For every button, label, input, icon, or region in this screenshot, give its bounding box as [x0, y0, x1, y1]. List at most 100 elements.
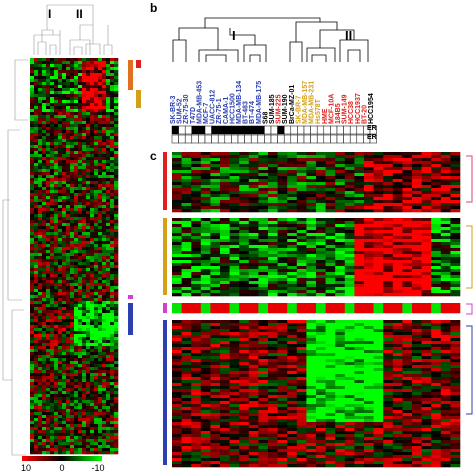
heatmap-cell	[392, 269, 403, 273]
heatmap-cell	[344, 164, 355, 168]
heatmap-cell	[86, 139, 91, 143]
heatmap-cell	[34, 400, 39, 404]
heatmap-cell	[94, 181, 99, 185]
heatmap-cell	[335, 356, 346, 360]
heatmap-cell	[62, 289, 67, 293]
heatmap-cell	[431, 188, 442, 192]
heatmap-cell	[392, 242, 403, 246]
heatmap-cell	[98, 391, 103, 395]
heatmap-cell	[450, 320, 461, 324]
heatmap-cell	[30, 166, 35, 170]
heatmap-cell	[54, 262, 59, 266]
heatmap-cell	[181, 263, 192, 267]
heatmap-cell	[306, 248, 317, 252]
heatmap-cell	[66, 427, 71, 431]
heatmap-cell	[90, 121, 95, 125]
heatmap-cell	[354, 368, 365, 372]
heatmap-cell	[220, 272, 230, 276]
heatmap-cell	[78, 445, 83, 449]
heatmap-cell	[172, 287, 182, 291]
heatmap-cell	[258, 326, 269, 330]
heatmap-cell	[54, 277, 59, 281]
heatmap-cell	[383, 173, 394, 177]
heatmap-cell	[268, 194, 278, 198]
heatmap-cell	[364, 197, 374, 201]
heatmap-cell	[86, 253, 91, 257]
heatmap-cell	[306, 236, 317, 240]
heatmap-cell	[364, 254, 374, 258]
heatmap-cell	[94, 445, 99, 449]
heatmap-cell	[54, 448, 59, 452]
heatmap-cell	[58, 295, 63, 299]
heatmap-cell	[42, 319, 47, 323]
heatmap-cell	[30, 226, 35, 230]
heatmap-cell	[335, 272, 346, 276]
heatmap-cell	[114, 313, 119, 317]
heatmap-cell	[42, 421, 47, 425]
heatmap-cell	[94, 157, 99, 161]
heatmap-cell	[82, 100, 87, 104]
heatmap-cell	[46, 241, 51, 245]
heatmap-cell	[38, 274, 43, 278]
heatmap-cell	[30, 421, 35, 425]
heatmap-cell	[102, 211, 107, 215]
heatmap-cell	[268, 155, 278, 159]
heatmap-cell	[210, 320, 221, 324]
heatmap-cell	[98, 73, 103, 77]
heatmap-cell	[46, 370, 51, 374]
heatmap-cell	[86, 169, 91, 173]
heatmap-cell	[62, 445, 67, 449]
heatmap-cell	[354, 359, 365, 363]
heatmap-cell	[78, 313, 83, 317]
heatmap-cell	[62, 304, 67, 308]
heatmap-cell	[94, 313, 99, 317]
heatmap-cell	[70, 214, 75, 218]
heatmap-cell	[392, 374, 403, 378]
heatmap-cell	[172, 269, 182, 273]
heatmap-cell	[74, 322, 79, 326]
heatmap-cell	[110, 142, 115, 146]
heatmap-cell	[34, 265, 39, 269]
heatmap-cell	[62, 292, 67, 296]
heatmap-cell	[110, 241, 115, 245]
heatmap-cell	[102, 349, 107, 353]
heatmap-cell	[78, 427, 83, 431]
heatmap-cell	[82, 193, 87, 197]
heatmap-cell	[54, 427, 59, 431]
heatmap-cell	[268, 278, 278, 282]
heatmap-cell	[90, 139, 95, 143]
heatmap-cell	[325, 278, 336, 282]
heatmap-cell	[66, 349, 71, 353]
heatmap-cell	[50, 220, 55, 224]
heatmap-cell	[277, 188, 288, 192]
heatmap-cell	[220, 185, 230, 189]
heatmap-cell	[30, 427, 35, 431]
heatmap-cell	[106, 175, 111, 179]
heatmap-cell	[62, 451, 67, 455]
heatmap-cell	[54, 79, 59, 83]
heatmap-cell	[66, 73, 71, 77]
heatmap-cell	[50, 190, 55, 194]
heatmap-cell	[78, 211, 83, 215]
heatmap-cell	[58, 124, 63, 128]
heatmap-cell	[364, 293, 374, 297]
heatmap-cell	[50, 139, 55, 143]
heatmap-cell	[402, 371, 413, 375]
heatmap-cell	[82, 181, 87, 185]
heatmap-cell	[431, 224, 442, 228]
heatmap-cell	[54, 172, 59, 176]
heatmap-cell	[287, 176, 298, 180]
heatmap-cell	[392, 200, 403, 204]
heatmap-cell	[102, 397, 107, 401]
heatmap-cell	[42, 382, 47, 386]
heatmap-cell	[30, 109, 35, 113]
heatmap-cell	[181, 206, 192, 210]
heatmap-cell	[316, 152, 326, 156]
heatmap-cell	[210, 326, 221, 330]
heatmap-cell	[450, 284, 461, 288]
heatmap-cell	[46, 184, 51, 188]
heatmap-cell	[102, 199, 107, 203]
heatmap-cell	[58, 358, 63, 362]
heatmap-cell	[66, 109, 71, 113]
heatmap-cell	[34, 88, 39, 92]
